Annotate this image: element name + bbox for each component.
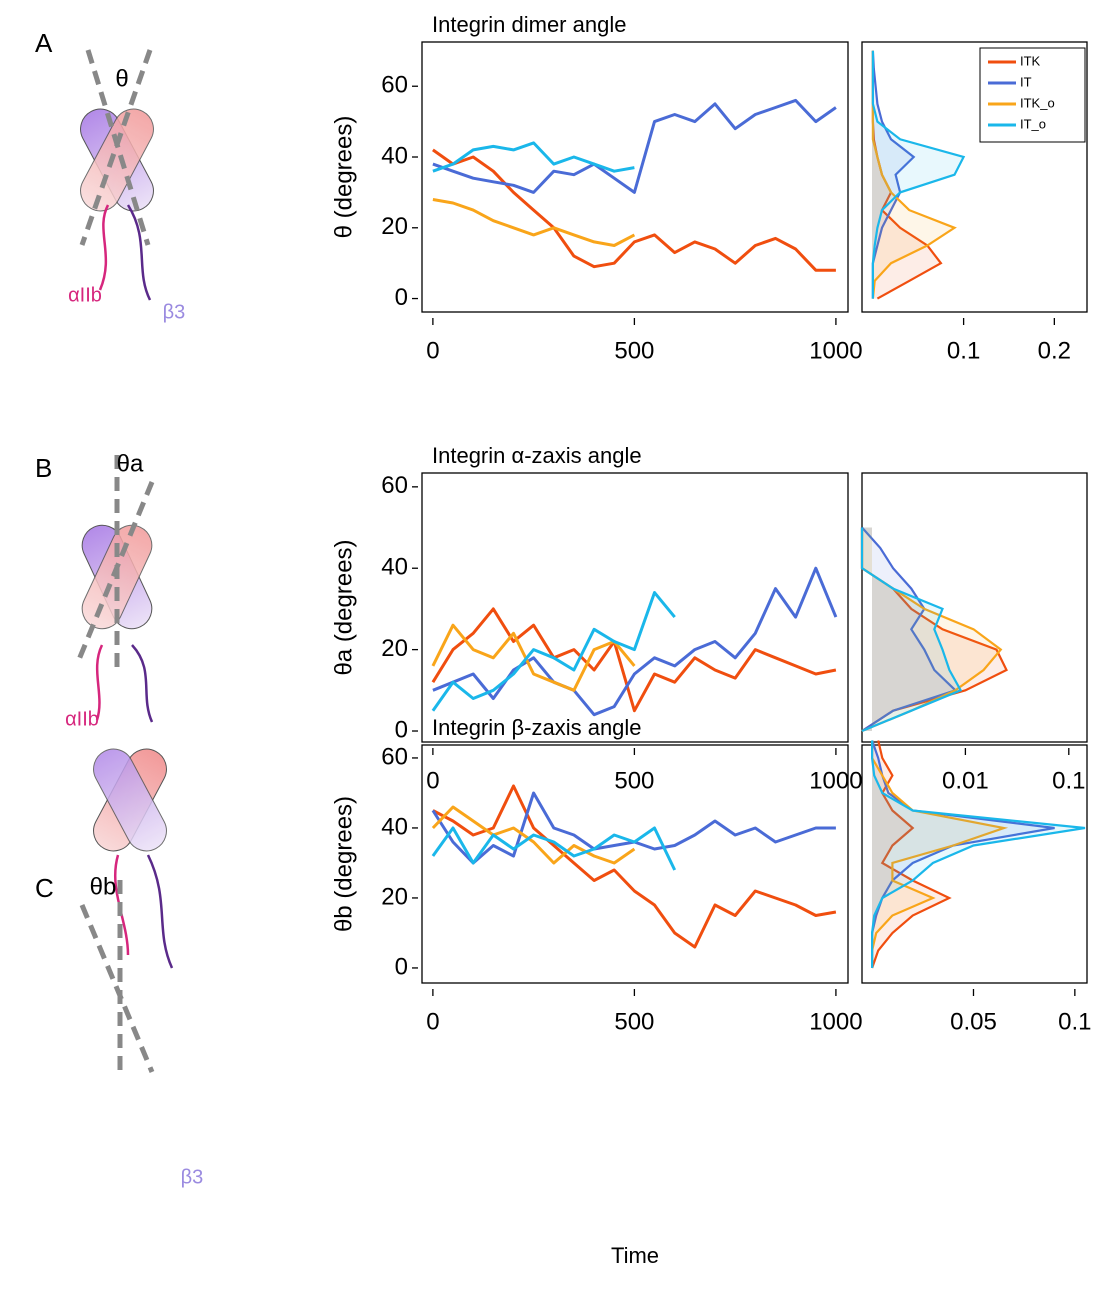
density-line xyxy=(871,50,966,299)
series-line xyxy=(432,566,838,717)
series-line xyxy=(431,591,676,712)
density-fill xyxy=(862,527,956,732)
y-tick-label: 40 xyxy=(381,554,408,581)
y-tick-label: 40 xyxy=(381,142,408,169)
plot-frame xyxy=(421,472,849,743)
x-tick-label: 1000 xyxy=(809,1008,862,1035)
plot-area xyxy=(871,50,966,300)
series-line xyxy=(431,805,636,865)
x-tick-label: 1000 xyxy=(809,337,862,364)
plot-frame xyxy=(861,472,1088,743)
density-line xyxy=(871,740,1086,968)
x-tick-label: 500 xyxy=(614,767,654,794)
x-tick-label: 0 xyxy=(426,337,439,364)
x-tick-label: 0 xyxy=(426,767,439,794)
x-tick-label: 500 xyxy=(614,337,654,364)
legend-label: ITK_o xyxy=(1020,95,1055,110)
series-line xyxy=(432,198,636,247)
y-tick-label: 20 xyxy=(381,213,408,240)
y-tick-label: 60 xyxy=(381,72,408,99)
alpha-label: αIIb xyxy=(65,708,99,730)
plot-frame xyxy=(861,744,1088,984)
y-tick-label: 40 xyxy=(381,813,408,840)
plot-area xyxy=(871,740,1086,969)
schematic-c xyxy=(79,748,174,1075)
x-axis-label: Time xyxy=(611,1243,659,1268)
series-line xyxy=(431,623,636,692)
x-tick-label: 500 xyxy=(614,1008,654,1035)
alpha-label: αIIb xyxy=(68,284,102,306)
plot-area xyxy=(431,784,837,949)
chart-title: Integrin dimer angle xyxy=(432,12,626,37)
series-line xyxy=(431,826,677,871)
density-line xyxy=(861,526,958,732)
y-tick-label: 60 xyxy=(381,472,408,499)
x-tick-label: 1000 xyxy=(809,767,862,794)
y-axis-label: θa (degrees) xyxy=(330,539,357,675)
angle-label: θa xyxy=(117,450,144,477)
plot-frame xyxy=(421,744,849,984)
density-fill xyxy=(872,740,950,968)
density-line xyxy=(871,740,1009,968)
density-fill xyxy=(872,50,941,299)
density-line xyxy=(871,740,952,969)
y-axis-label: θb (degrees) xyxy=(330,796,357,932)
density-fill xyxy=(862,527,961,732)
density-fill xyxy=(872,740,1004,968)
x-tick-label: 0 xyxy=(426,1008,439,1035)
plot-area xyxy=(431,566,838,717)
x-tick-label: 0.01 xyxy=(942,767,989,794)
y-tick-label: 0 xyxy=(395,953,408,980)
density-fill xyxy=(872,740,1085,968)
series-line xyxy=(432,784,837,949)
series-line xyxy=(432,148,836,272)
panel-letter: C xyxy=(35,873,54,903)
y-tick-label: 20 xyxy=(381,883,408,910)
legend-label: IT xyxy=(1020,74,1032,89)
schematic-b xyxy=(75,455,155,723)
series-line xyxy=(432,141,635,173)
y-tick-label: 60 xyxy=(381,743,408,770)
beta-label: β3 xyxy=(181,1166,204,1188)
density-fill xyxy=(872,50,955,299)
density-line xyxy=(860,527,963,733)
density-fill xyxy=(872,740,1055,968)
angle-label: θ xyxy=(115,65,128,92)
plot-area xyxy=(432,98,837,272)
y-tick-label: 0 xyxy=(395,284,408,311)
legend-label: ITK xyxy=(1020,53,1041,68)
density-fill xyxy=(872,50,964,299)
y-tick-label: 0 xyxy=(395,716,408,743)
angle-label: θb xyxy=(90,873,117,900)
density-fill xyxy=(872,50,914,299)
plot-area xyxy=(860,526,1008,733)
beta-label: β3 xyxy=(163,301,186,323)
chart-title: Integrin α-zaxis angle xyxy=(432,443,642,468)
schematic-a xyxy=(79,49,154,301)
chart-title: Integrin β-zaxis angle xyxy=(432,715,642,740)
x-tick-label: 0.1 xyxy=(1058,1008,1091,1035)
x-tick-label: 0.2 xyxy=(1038,337,1071,364)
series-line xyxy=(431,607,837,713)
panel-letter: A xyxy=(35,28,53,58)
legend-label: IT_o xyxy=(1020,116,1046,131)
density-fill xyxy=(862,527,1001,732)
plot-frame xyxy=(421,41,849,313)
x-tick-label: 0.05 xyxy=(950,1008,997,1035)
series-line xyxy=(432,98,837,194)
x-tick-label: 0.1 xyxy=(1052,767,1085,794)
y-axis-label: θ (degrees) xyxy=(330,116,357,239)
panel-letter: B xyxy=(35,453,52,483)
y-tick-label: 20 xyxy=(381,635,408,662)
x-tick-label: 0.1 xyxy=(947,337,980,364)
plot-frame xyxy=(861,41,1088,313)
